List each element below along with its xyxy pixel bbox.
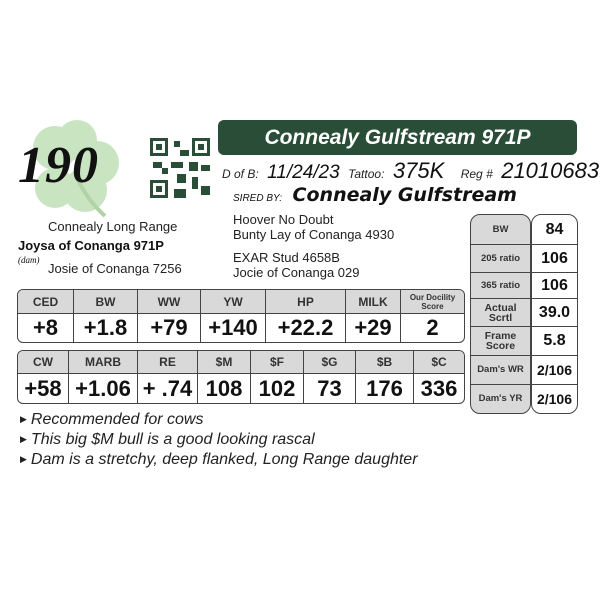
- details-line: D of B: 11/24/23 Tattoo: 375K Reg # 2101…: [222, 158, 600, 184]
- bull-name-title: Connealy Gulfstream 971P: [218, 120, 577, 155]
- epd-table-1: CED BW WW YW HP MILK Our Docility Score …: [17, 289, 465, 343]
- label-365: 365 ratio: [471, 273, 530, 299]
- header-g: $G: [304, 351, 356, 373]
- value-g: 73: [304, 374, 356, 403]
- label-dam-wr: Dam's WR: [471, 356, 530, 385]
- header-milk: MILK: [346, 290, 401, 313]
- note-1: ▶ Recommended for cows: [20, 411, 203, 429]
- header-m: $M: [198, 351, 251, 373]
- value-hp: +22.2: [266, 314, 346, 342]
- label-205: 205 ratio: [471, 245, 530, 273]
- value-dam-wr: 2/106: [532, 356, 577, 385]
- header-ced: CED: [18, 290, 74, 313]
- bullet-icon: ▶: [20, 454, 27, 464]
- value-c: 336: [420, 375, 458, 401]
- header-f: $F: [251, 351, 304, 373]
- value-b: 176: [356, 374, 414, 403]
- note-text: Dam is a stretchy, deep flanked, Long Ra…: [30, 451, 418, 468]
- label-frame: Frame Score: [471, 327, 530, 356]
- dam-sire-sire: EXAR Stud 4658B: [233, 250, 340, 265]
- tattoo-label: Tattoo:: [348, 167, 385, 181]
- dam-label: (dam): [18, 255, 40, 265]
- sired-by: SIRED BY: Connealy Gulfstream: [233, 184, 517, 206]
- qr-code[interactable]: [150, 138, 210, 198]
- sired-by-label: SIRED BY:: [233, 193, 283, 204]
- note-2: ▶ This big $M bull is a good looking rasc…: [20, 431, 315, 449]
- header-marb: MARB: [69, 351, 138, 373]
- bullet-icon: ▶: [20, 434, 27, 444]
- value-marb: +1.06: [69, 374, 138, 403]
- value-dam-yr: 2/106: [536, 390, 573, 407]
- tattoo-value: 375K: [392, 158, 445, 183]
- lot-number: 190: [18, 137, 99, 194]
- value-scrotal: 39.0: [532, 299, 577, 327]
- sire-name: Connealy Gulfstream: [292, 184, 517, 206]
- dam-name: Joysa of Conanga 971P: [18, 238, 164, 253]
- value-docility: 2: [426, 315, 439, 340]
- sire-sire: Hoover No Doubt: [233, 212, 334, 227]
- label-bw: BW: [471, 215, 530, 245]
- value-milk: +29: [346, 314, 401, 342]
- header-cw: CW: [18, 351, 69, 373]
- header-docility: Our Docility Score: [401, 290, 464, 313]
- value-205: 106: [532, 245, 577, 273]
- label-dam-yr: Dam's YR: [478, 392, 523, 404]
- value-bw: +1.8: [74, 314, 138, 342]
- shamrock-logo: [33, 120, 119, 218]
- label-scrotal: Actual Scrtl: [471, 299, 530, 327]
- value-cw: +58: [18, 374, 69, 403]
- value-yw: +140: [201, 314, 266, 342]
- header-hp: HP: [266, 290, 346, 313]
- header-b: $B: [356, 351, 414, 373]
- dam-sire: Connealy Long Range: [48, 219, 178, 234]
- note-3: ▶ Dam is a stretchy, deep flanked, Long R…: [20, 451, 418, 469]
- value-re: + .74: [138, 374, 198, 403]
- header-bw: BW: [74, 290, 138, 313]
- reg-value: 21010683: [501, 158, 600, 183]
- header-yw: YW: [201, 290, 266, 313]
- value-f: 102: [251, 374, 304, 403]
- value-365: 106: [532, 273, 577, 299]
- value-m: 108: [198, 374, 251, 403]
- bullet-icon: ▶: [20, 414, 27, 424]
- dob-value: 11/24/23: [267, 162, 340, 183]
- note-text: This big $M bull is a good looking rasca…: [30, 431, 315, 448]
- sire-dam: Bunty Lay of Conanga 4930: [233, 227, 395, 242]
- header-re: RE: [138, 351, 198, 373]
- value-bw-actual: 84: [532, 215, 577, 245]
- header-c: $C: [414, 351, 464, 373]
- value-frame: 5.8: [532, 327, 577, 356]
- performance-table: BW 205 ratio 365 ratio Actual Scrtl Fram…: [470, 214, 578, 414]
- dob-label: D of B:: [222, 167, 259, 181]
- header-ww: WW: [138, 290, 201, 313]
- note-text: Recommended for cows: [30, 411, 204, 428]
- dam-sire-dam: Jocie of Conanga 029: [233, 265, 360, 280]
- value-ced: +8: [18, 314, 74, 342]
- dam-dam: Josie of Conanga 7256: [48, 261, 182, 276]
- epd-table-2: CW MARB RE $M $F $G $B $C +58 +1.06 + .7…: [17, 350, 465, 404]
- value-ww: +79: [138, 314, 201, 342]
- reg-label: Reg #: [460, 167, 493, 181]
